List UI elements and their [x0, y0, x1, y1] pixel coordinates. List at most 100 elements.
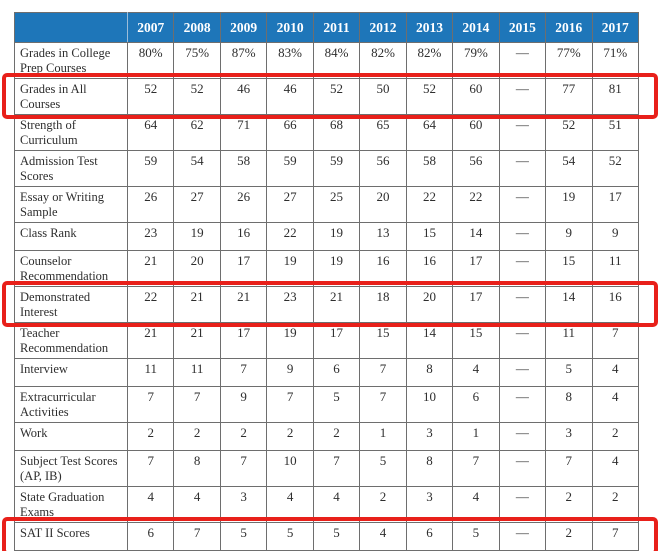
value-cell: 25: [312, 186, 361, 223]
value-cell: 60: [452, 78, 500, 115]
value-cell: 13: [359, 222, 407, 251]
value-cell: 15: [405, 222, 454, 251]
table-row: Class Rank 23 19 16 22 19 13 15 14—9 9: [14, 222, 640, 251]
value-cell: 11: [173, 358, 221, 387]
table-corner-cell: [14, 12, 128, 43]
factor-label-cell: State Graduation Exams: [14, 486, 128, 523]
value-cell: 2: [173, 422, 221, 451]
value-cell: 9: [545, 222, 593, 251]
value-cell: 83%: [266, 42, 314, 79]
value-cell: 2: [312, 422, 361, 451]
table-row: Grades in All Courses 52 52 46 46 52 50 52 60—77…: [14, 78, 640, 115]
value-cell: 81: [591, 78, 640, 115]
value-cell: 26: [219, 186, 268, 223]
value-cell: 7: [545, 450, 593, 487]
value-cell: 8: [405, 450, 454, 487]
value-cell: 10: [405, 386, 454, 423]
year-header-cell: 2008: [173, 12, 221, 43]
value-cell: 14: [405, 322, 454, 359]
value-cell: 22: [126, 286, 175, 323]
value-cell: —: [498, 150, 547, 187]
value-cell: 4: [359, 522, 407, 551]
value-cell: 20: [173, 250, 221, 287]
value-cell: 3: [545, 422, 593, 451]
value-cell: 14: [545, 286, 593, 323]
value-cell: 16: [359, 250, 407, 287]
table-row: Essay or Writing Sample 26 27 26 27 25 20 22 22—…: [14, 186, 640, 223]
value-cell: 60: [452, 114, 500, 151]
value-cell: 1: [452, 422, 500, 451]
value-cell: 19: [545, 186, 593, 223]
year-header-cell: 2011: [312, 12, 361, 43]
value-cell: 56: [359, 150, 407, 187]
value-cell: 64: [405, 114, 454, 151]
table-row: Extracurricular Activities 7 7 9 7 5 7 10 6—8 4: [14, 386, 640, 423]
value-cell: 2: [219, 422, 268, 451]
table-row: Work 2 2 2 2 2 1 3 1—3 2: [14, 422, 640, 451]
value-cell: —: [498, 42, 547, 79]
value-cell: 59: [266, 150, 314, 187]
value-cell: 7: [126, 386, 175, 423]
year-header-cell: 2010: [266, 12, 314, 43]
year-header-cell: 2012: [359, 12, 407, 43]
value-cell: 2: [545, 522, 593, 551]
value-cell: 17: [219, 250, 268, 287]
value-cell: 77: [545, 78, 593, 115]
year-header-cell: 2013: [405, 12, 454, 43]
value-cell: 11: [545, 322, 593, 359]
value-cell: 7: [173, 522, 221, 551]
value-cell: 15: [359, 322, 407, 359]
value-cell: 16: [405, 250, 454, 287]
value-cell: 7: [359, 386, 407, 423]
admission-factors-table: 2007 2008 2009 2010 2011 2012 2013 2014 2015 2016…: [14, 12, 640, 551]
value-cell: 14: [452, 222, 500, 251]
value-cell: 18: [359, 286, 407, 323]
value-cell: 62: [173, 114, 221, 151]
value-cell: 51: [591, 114, 640, 151]
factor-label-cell: Interview: [14, 358, 128, 387]
value-cell: 21: [126, 322, 175, 359]
value-cell: 4: [173, 486, 221, 523]
value-cell: 5: [312, 386, 361, 423]
value-cell: 2: [359, 486, 407, 523]
table-row: Strength of Curriculum 64 62 71 66 68 65 64 60—5…: [14, 114, 640, 151]
value-cell: —: [498, 322, 547, 359]
value-cell: 17: [591, 186, 640, 223]
value-cell: 4: [312, 486, 361, 523]
value-cell: 17: [452, 286, 500, 323]
table-row: Admission Test Scores 59 54 58 59 59 56 58 56—54…: [14, 150, 640, 187]
table-row: State Graduation Exams 4 4 3 4 4 2 3 4—2 2: [14, 486, 640, 523]
factor-label-cell: Grades in College Prep Courses: [14, 42, 128, 79]
value-cell: 17: [219, 322, 268, 359]
value-cell: 80%: [126, 42, 175, 79]
value-cell: 77%: [545, 42, 593, 79]
year-header-cell: 2009: [219, 12, 268, 43]
value-cell: 6: [126, 522, 175, 551]
value-cell: 52: [312, 78, 361, 115]
value-cell: 7: [312, 450, 361, 487]
value-cell: 59: [126, 150, 175, 187]
value-cell: 8: [405, 358, 454, 387]
table-row: Subject Test Scores (AP, IB) 7 8 7 10 7 5 8 7—7 4: [14, 450, 640, 487]
value-cell: 6: [405, 522, 454, 551]
value-cell: 21: [312, 286, 361, 323]
value-cell: 7: [173, 386, 221, 423]
value-cell: 52: [591, 150, 640, 187]
value-cell: 15: [545, 250, 593, 287]
value-cell: 54: [173, 150, 221, 187]
value-cell: —: [498, 450, 547, 487]
value-cell: 21: [173, 322, 221, 359]
factor-label-cell: Grades in All Courses: [14, 78, 128, 115]
value-cell: —: [498, 78, 547, 115]
value-cell: 7: [219, 450, 268, 487]
value-cell: 2: [591, 422, 640, 451]
value-cell: 7: [266, 386, 314, 423]
value-cell: 5: [545, 358, 593, 387]
value-cell: —: [498, 186, 547, 223]
value-cell: 5: [219, 522, 268, 551]
value-cell: —: [498, 358, 547, 387]
value-cell: 17: [312, 322, 361, 359]
value-cell: 46: [266, 78, 314, 115]
value-cell: 11: [126, 358, 175, 387]
year-header-cell: 2015: [498, 12, 547, 43]
